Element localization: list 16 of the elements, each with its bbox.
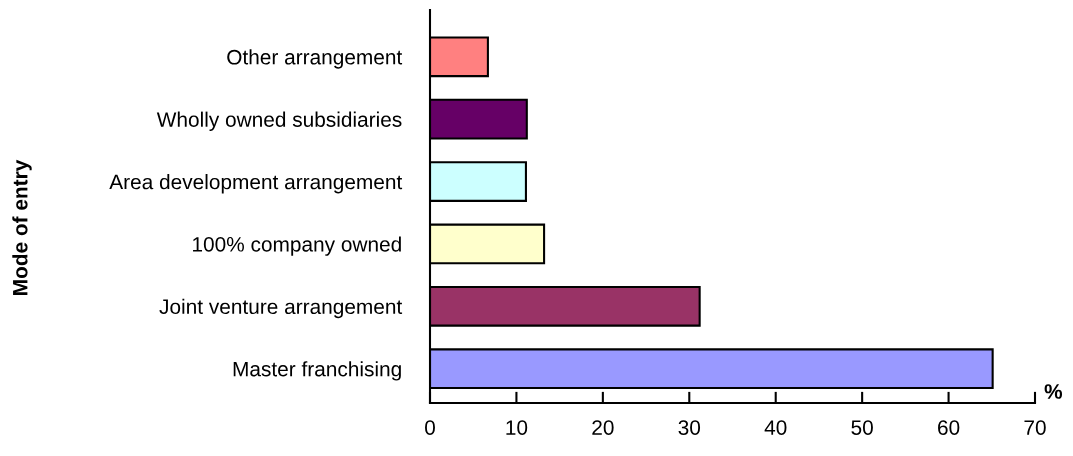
x-tick-label: 10 [506, 420, 528, 435]
x-tick-label: 0 [425, 420, 435, 435]
y-tick-label: Area development arrangement [109, 174, 403, 194]
x-tick-label: 40 [764, 420, 787, 435]
x-tick-label: 70 [1024, 420, 1046, 435]
x-tick-label: 30 [678, 420, 701, 435]
y-tick-label: Other arrangement [227, 49, 403, 69]
y-tick-label: Master franchising [233, 361, 401, 381]
x-tick-label: 50 [851, 420, 873, 435]
x-axis-title: % [1044, 384, 1063, 399]
y-tick-label: Joint venture arrangement [159, 298, 403, 319]
y-tick-label: Wholly owned subsidiaries [156, 111, 402, 132]
y-axis-title: Mode of entry [12, 159, 32, 295]
x-tick-label: 20 [592, 420, 614, 435]
x-tick-label: 60 [938, 420, 960, 435]
y-tick-label: 100% company owned [193, 236, 401, 256]
